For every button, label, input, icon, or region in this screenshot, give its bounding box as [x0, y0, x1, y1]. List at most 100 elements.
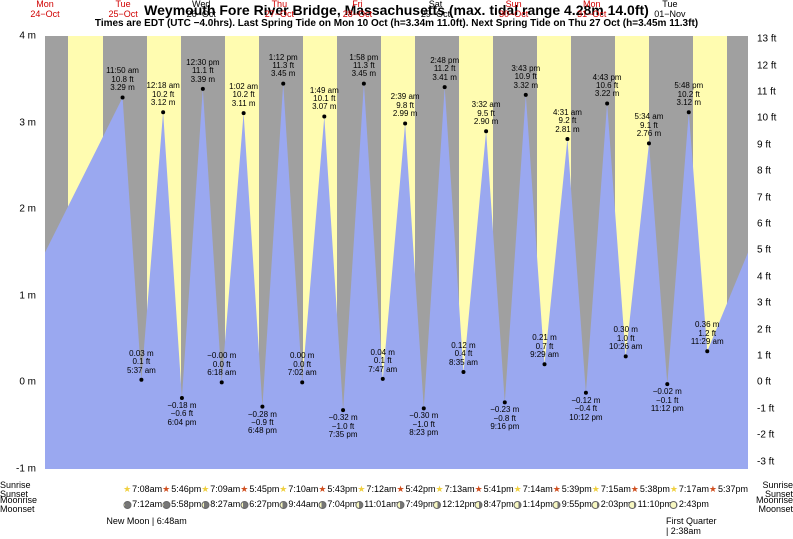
- y-tick-right: 3 ft: [757, 298, 771, 309]
- y-tick-left: 0 m: [19, 377, 36, 388]
- moon-icon: [240, 501, 248, 509]
- y-tick-left: 2 m: [19, 204, 36, 215]
- moonrise-time: 1:14pm: [514, 499, 553, 509]
- sunrise-icon: ★: [123, 484, 131, 495]
- sunrise-time: ★7:14am: [514, 484, 553, 495]
- sunset-time: ★5:37pm: [709, 484, 748, 495]
- x-tick-date: Sun30−Oct: [499, 0, 528, 20]
- y-tick-left: 1 m: [19, 290, 36, 301]
- tide-point-label: 1:02 am10.2 ft3.11 m: [229, 83, 258, 108]
- tide-point-label: −0.00 m0.0 ft6:18 am: [207, 352, 236, 377]
- tide-point: [647, 141, 651, 145]
- sunrise-icon: ★: [357, 484, 365, 495]
- tide-point-label: 4:43 pm10.6 ft3.22 m: [593, 74, 622, 99]
- moon-icon: [123, 501, 131, 509]
- tide-point: [503, 400, 507, 404]
- tide-point: [161, 110, 165, 114]
- sunset-icon: ★: [475, 484, 483, 495]
- moon-icon: [670, 501, 678, 509]
- sunset-time: ★5:38pm: [631, 484, 670, 495]
- sunrise-time: ★7:15am: [592, 484, 631, 495]
- moonset-time: 7:49pm: [397, 499, 436, 509]
- tide-point-label: 5:48 pm10.2 ft3.12 m: [674, 82, 703, 107]
- x-tick-date: Fri28−Oct: [343, 0, 372, 20]
- sunset-icon: ★: [631, 484, 639, 495]
- sunset-time: ★5:39pm: [553, 484, 592, 495]
- chart-subtitle: Times are EDT (UTC −4.0hrs). Last Spring…: [0, 18, 793, 31]
- tide-point-label: −0.02 m−0.1 ft11:12 pm: [651, 388, 684, 413]
- tide-chart: Weymouth Fore River Bridge, Massachusett…: [0, 0, 793, 539]
- y-tick-right: 8 ft: [757, 166, 771, 177]
- moon-icon: [279, 501, 287, 509]
- y-tick-right: 13 ft: [757, 34, 776, 45]
- tide-point-label: −0.30 m−1.0 ft8:23 pm: [409, 412, 438, 437]
- tide-point-label: 2:39 am9.8 ft2.99 m: [391, 93, 420, 118]
- moon-phase-row: New Moon | 6:48amFirst Quarter | 2:38am: [45, 516, 748, 529]
- y-tick-left: 4 m: [19, 31, 36, 42]
- y-tick-right: 10 ft: [757, 113, 776, 124]
- sunrise-icon: ★: [279, 484, 287, 495]
- sunrise-icon: ★: [670, 484, 678, 495]
- tide-point: [584, 391, 588, 395]
- tide-point-label: −0.12 m−0.4 ft10:12 pm: [569, 397, 602, 422]
- y-tick-right: 7 ft: [757, 192, 771, 203]
- tide-area: [45, 84, 748, 469]
- moon-icon: [592, 501, 600, 509]
- label-moonset-r: Moonset: [749, 505, 793, 514]
- tide-point-label: 0.00 m0.0 ft7:02 am: [288, 352, 317, 377]
- y-tick-right: 6 ft: [757, 219, 771, 230]
- moon-icon: [201, 501, 209, 509]
- moon-phase-label: First Quarter | 2:38am: [666, 516, 721, 536]
- sunset-icon: ★: [240, 484, 248, 495]
- tide-point-label: −0.28 m−0.9 ft6:48 pm: [248, 411, 277, 436]
- y-tick-right: 1 ft: [757, 351, 771, 362]
- tide-point: [121, 95, 125, 99]
- tide-point-label: −0.32 m−1.0 ft7:35 pm: [328, 414, 357, 439]
- plot-area: 11:50 am10.8 ft3.29 m0.03 m0.1 ft5:37 am…: [45, 36, 748, 469]
- sunset-icon: ★: [553, 484, 561, 495]
- sunrise-time: ★7:13am: [436, 484, 475, 495]
- sunset-icon: ★: [709, 484, 717, 495]
- moonrise-time: 11:01am: [355, 499, 398, 509]
- sunset-time: ★5:42pm: [396, 484, 435, 495]
- tide-point: [180, 396, 184, 400]
- tide-point: [705, 349, 709, 353]
- x-tick-date: Sat29−Oct: [421, 0, 450, 20]
- tide-point: [422, 406, 426, 410]
- tide-point-label: 0.04 m0.1 ft7:47 am: [368, 349, 397, 374]
- sunset-time: ★5:41pm: [475, 484, 514, 495]
- tide-point: [543, 362, 547, 366]
- tide-point-label: 0.21 m0.7 ft9:29 am: [530, 334, 559, 359]
- y-axis-right: -3 ft-2 ft-1 ft0 ft1 ft2 ft3 ft4 ft5 ft6…: [753, 36, 793, 469]
- sunrise-icon: ★: [514, 484, 522, 495]
- tide-point-label: 1:58 pm11.3 ft3.45 m: [349, 54, 378, 79]
- sunset-time: ★5:43pm: [318, 484, 357, 495]
- moon-phase-label: New Moon | 6:48am: [106, 516, 186, 526]
- y-tick-right: 4 ft: [757, 271, 771, 282]
- tide-point: [665, 382, 669, 386]
- tide-point-label: 3:32 am9.5 ft2.90 m: [472, 101, 501, 126]
- moon-icon: [433, 501, 441, 509]
- moon-icon: [162, 501, 170, 509]
- moon-icon: [514, 501, 522, 509]
- moonset-time: 11:10pm: [629, 499, 672, 509]
- tide-point: [322, 115, 326, 119]
- sunrise-icon: ★: [592, 484, 600, 495]
- tide-point-label: 1:49 am10.1 ft3.07 m: [310, 87, 339, 112]
- moonrise-time: 8:27am: [201, 499, 240, 509]
- moonset-time: 6:27pm: [240, 499, 279, 509]
- tide-point-label: 2:48 pm11.2 ft3.41 m: [430, 57, 459, 82]
- moon-icon: [475, 501, 483, 509]
- moonset-time: 7:04pm: [318, 499, 357, 509]
- tide-point: [201, 87, 205, 91]
- tide-point: [362, 82, 366, 86]
- sunrise-icon: ★: [201, 484, 209, 495]
- tide-point: [341, 408, 345, 412]
- tide-point-label: 1:12 pm11.3 ft3.45 m: [269, 54, 298, 79]
- tide-point: [565, 137, 569, 141]
- tide-point-label: 0.30 m1.0 ft10:26 am: [609, 326, 642, 351]
- moonset-time: 8:47pm: [475, 499, 514, 509]
- sunset-icon: ★: [396, 484, 404, 495]
- tide-point: [605, 102, 609, 106]
- moonrise-time: 2:03pm: [592, 499, 631, 509]
